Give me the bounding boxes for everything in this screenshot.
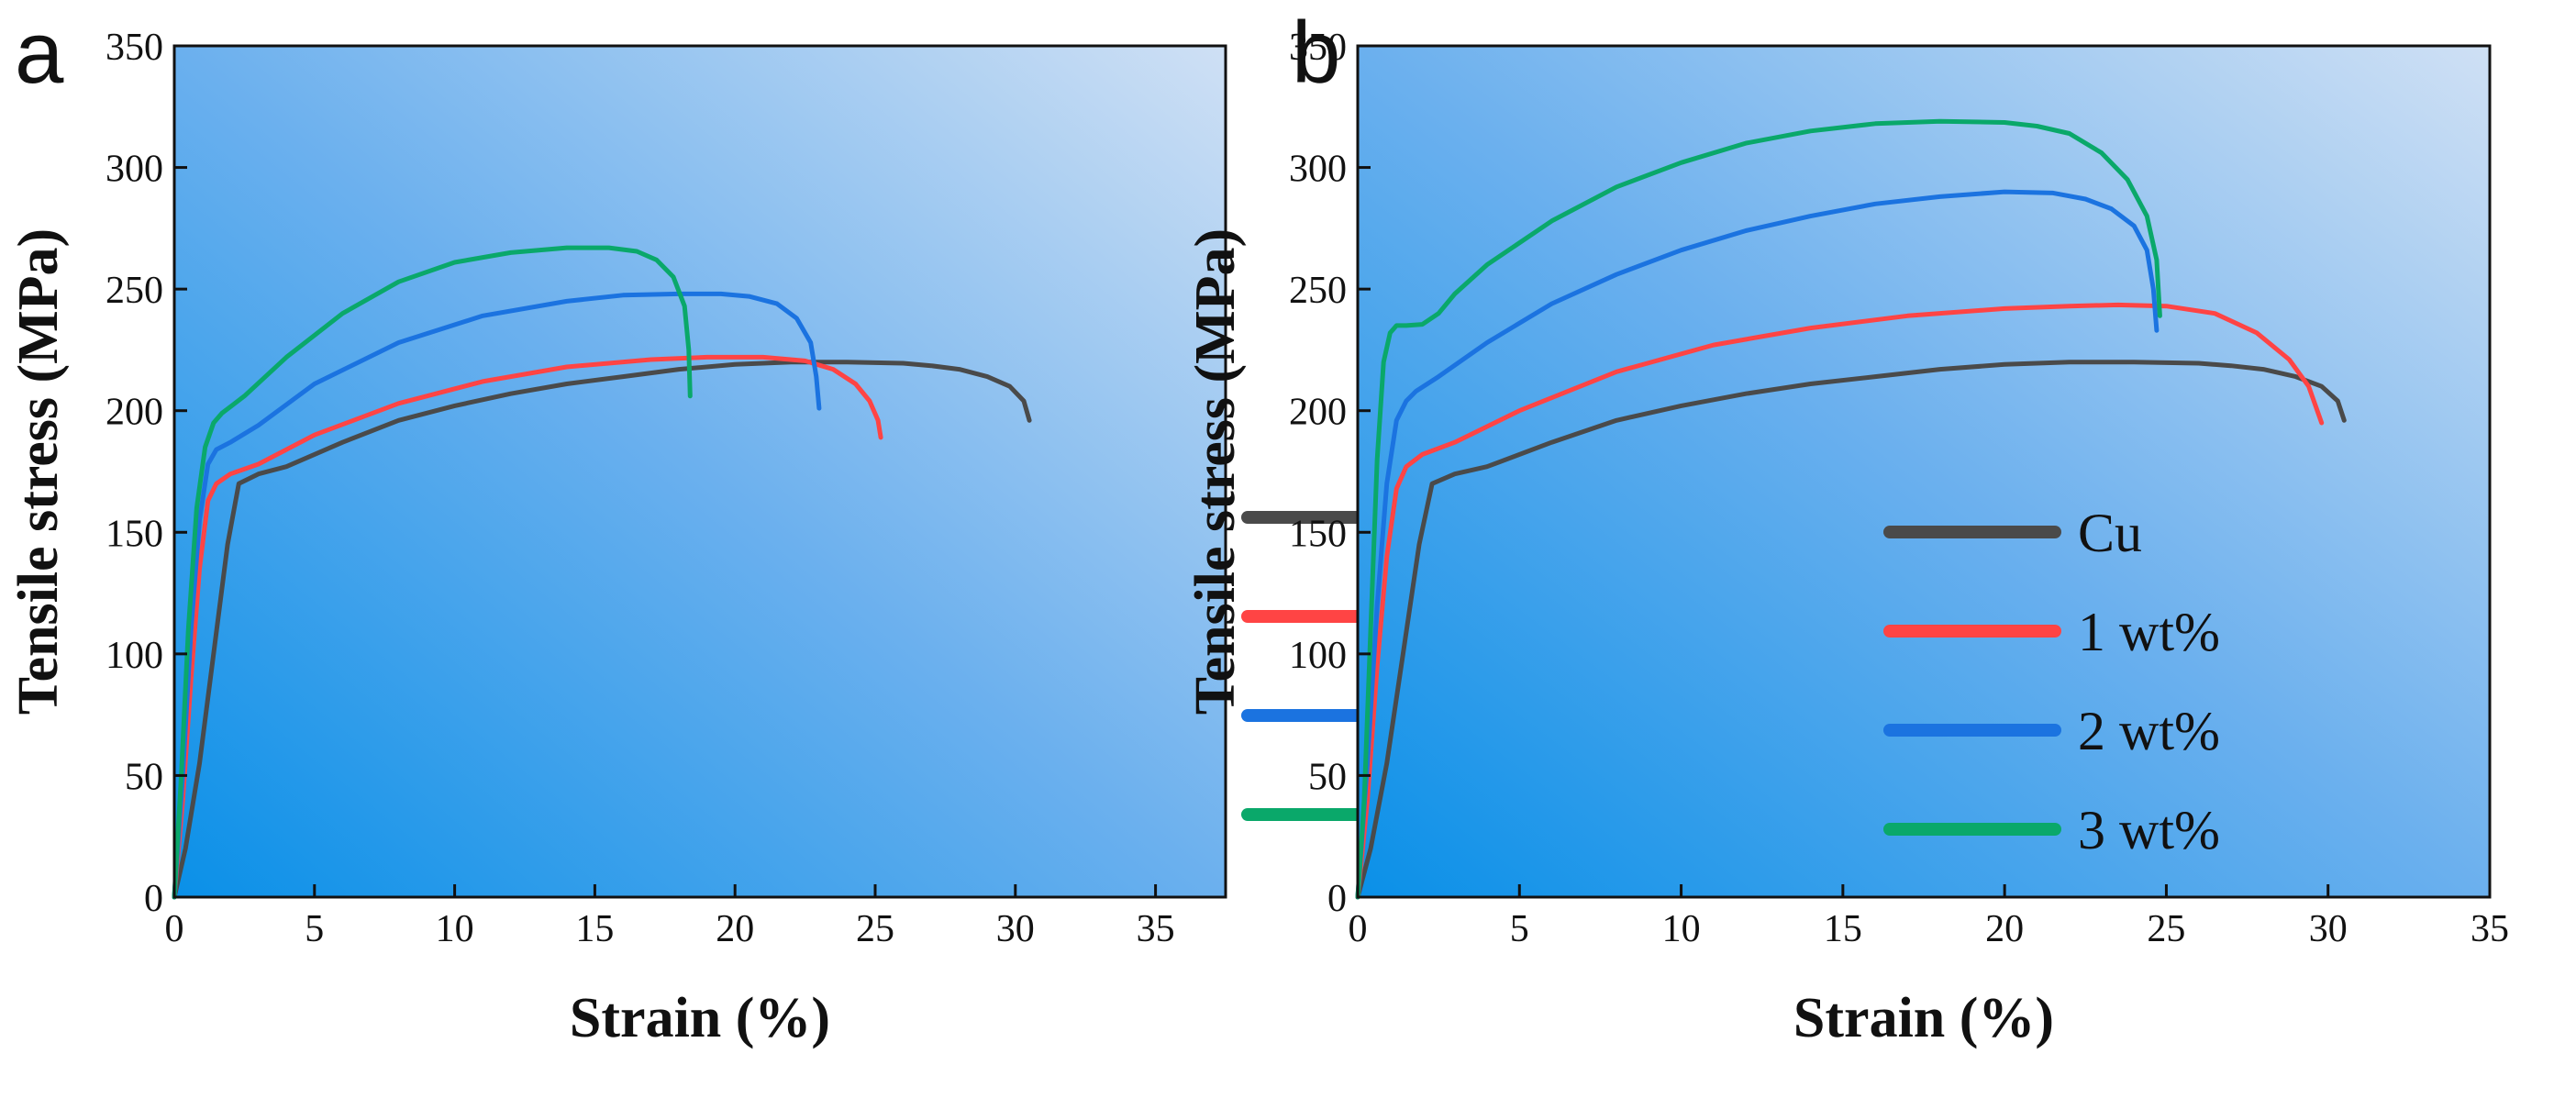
y-tick-label: 350 bbox=[105, 27, 163, 69]
y-tick-label: 200 bbox=[105, 392, 163, 434]
x-tick-label: 25 bbox=[2147, 908, 2185, 950]
panel-b-frame bbox=[1356, 44, 2492, 899]
y-tick-label: 250 bbox=[105, 270, 163, 312]
x-tick-label: 25 bbox=[856, 908, 894, 950]
x-tick-label: 20 bbox=[716, 908, 754, 950]
legend-label: 3 wt% bbox=[2078, 800, 2220, 860]
x-tick-label: 15 bbox=[1824, 908, 1862, 950]
x-tick-label: 30 bbox=[996, 908, 1035, 950]
panel-a-frame bbox=[172, 44, 1227, 899]
y-tick-label: 100 bbox=[1289, 635, 1347, 677]
y-tick-label: 0 bbox=[1327, 878, 1347, 920]
y-tick-label: 100 bbox=[105, 635, 163, 677]
x-tick-label: 15 bbox=[575, 908, 614, 950]
x-tick-label: 10 bbox=[1662, 908, 1701, 950]
panel-b-series-group bbox=[1355, 118, 2347, 900]
y-tick-label: 350 bbox=[1289, 27, 1347, 69]
series-line-cu bbox=[172, 360, 1032, 900]
series-line-3-wt- bbox=[1355, 118, 2162, 900]
y-tick-label: 200 bbox=[1289, 392, 1347, 434]
y-tick-label: 50 bbox=[125, 756, 163, 798]
y-tick-label: 150 bbox=[105, 513, 163, 555]
y-tick-label: 0 bbox=[144, 878, 163, 920]
series-line-1-wt- bbox=[1355, 302, 2325, 900]
panel-b-y-axis-title: Tensile stress (MPa) bbox=[1184, 228, 1247, 715]
series-line-2-wt- bbox=[172, 291, 822, 900]
x-tick-label: 30 bbox=[2309, 908, 2348, 950]
y-tick-label: 300 bbox=[105, 149, 163, 191]
x-tick-label: 10 bbox=[436, 908, 474, 950]
panel-b-legend: Cu 1 wt% 2 wt% 3 wt% bbox=[1883, 503, 2220, 860]
legend-label: Cu bbox=[2078, 503, 2142, 563]
series-line-1-wt- bbox=[172, 354, 883, 900]
panel-b-letter: b bbox=[1292, 4, 1340, 102]
y-tick-label: 50 bbox=[1308, 756, 1347, 798]
x-tick-label: 0 bbox=[165, 908, 184, 950]
y-tick-label: 300 bbox=[1289, 149, 1347, 191]
panel-a-x-axis-title: Strain (%) bbox=[570, 987, 830, 1049]
panel-a-series-group bbox=[172, 245, 1032, 900]
legend-label: 2 wt% bbox=[2078, 701, 2220, 761]
x-tick-label: 35 bbox=[1137, 908, 1175, 950]
panel-a-letter: a bbox=[15, 4, 64, 102]
panel-b-plot-area bbox=[1358, 46, 2490, 897]
series-line-2-wt- bbox=[1355, 189, 2160, 900]
x-tick-label: 5 bbox=[305, 908, 324, 950]
x-tick-label: 5 bbox=[1510, 908, 1529, 950]
x-tick-label: 35 bbox=[2471, 908, 2509, 950]
series-line-cu bbox=[1355, 360, 2347, 900]
panel-a-plot-area bbox=[174, 46, 1226, 897]
x-tick-label: 0 bbox=[1349, 908, 1368, 950]
panel-b-x-axis-title: Strain (%) bbox=[1793, 987, 2054, 1049]
y-tick-label: 150 bbox=[1289, 513, 1347, 555]
panel-a-y-axis-title: Tensile stress (MPa) bbox=[7, 228, 70, 715]
series-line-3-wt- bbox=[172, 245, 693, 900]
y-tick-label: 250 bbox=[1289, 270, 1347, 312]
legend-label: 1 wt% bbox=[2078, 602, 2220, 662]
x-tick-label: 20 bbox=[1985, 908, 2024, 950]
